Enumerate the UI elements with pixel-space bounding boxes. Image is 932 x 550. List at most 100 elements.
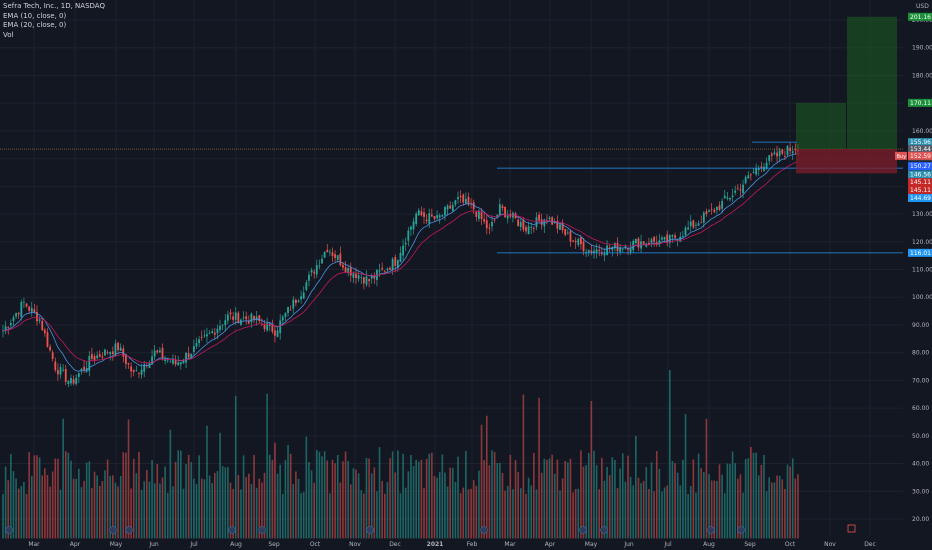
time-tick-label: Jun [148, 541, 159, 548]
candle-body [449, 205, 452, 209]
volume-bar [412, 466, 415, 539]
candle-body [697, 223, 700, 226]
volume-bar [159, 483, 161, 539]
volume-layer [2, 370, 799, 539]
candle-body [561, 222, 564, 231]
candle-body [702, 212, 705, 223]
volume-bar [169, 429, 172, 539]
candle-body [603, 253, 606, 256]
volume-bar [282, 493, 284, 539]
volume-bar [428, 453, 431, 539]
volume-bar [106, 459, 109, 539]
volume-bar [109, 476, 112, 539]
candle-body [234, 312, 237, 320]
volume-bar [174, 461, 177, 539]
candle-body [62, 369, 65, 371]
volume-bar [789, 466, 791, 539]
time-tick-label: Oct [785, 541, 796, 548]
volume-bar [705, 418, 708, 539]
volume-bar [258, 478, 261, 539]
candle-body [72, 379, 75, 384]
volume-bar [533, 452, 535, 539]
candle-body [106, 352, 109, 354]
earnings-marker-icon [258, 526, 266, 534]
volume-bar [49, 486, 51, 539]
price-tick-label: 30.00 [912, 488, 929, 495]
ema20-line [2, 161, 799, 364]
candle-body [51, 352, 54, 359]
candle-body [569, 231, 572, 242]
volume-bar [480, 424, 483, 539]
volume-bar [10, 454, 12, 539]
volume-bar [336, 455, 339, 539]
candle-body [559, 224, 561, 230]
volume-bar [190, 462, 193, 539]
volume-bar [658, 468, 661, 539]
candle-body [271, 323, 274, 332]
candle-body [190, 353, 193, 359]
candle-body [229, 312, 232, 315]
candle-body [726, 197, 729, 199]
legend-symbol[interactable]: Sefra Tech, Inc., 1D, NASDAQ [3, 2, 105, 10]
candle-body [253, 315, 255, 320]
candle-body [352, 273, 355, 278]
volume-bar [344, 451, 347, 539]
candle-body [710, 209, 713, 210]
volume-bar [7, 480, 10, 539]
earnings-marker-icon [480, 526, 488, 534]
volume-bar [138, 451, 140, 539]
volume-bar [553, 473, 556, 539]
volume-bar [655, 451, 658, 539]
volume-bar [449, 467, 451, 539]
volume-bar [438, 471, 441, 539]
candle-body [75, 377, 78, 384]
volume-bar [78, 468, 80, 539]
price-tick-label: 130.00 [912, 211, 932, 218]
volume-bar [755, 452, 757, 539]
price-tick-label: 80.00 [912, 350, 929, 357]
volume-bar [483, 460, 485, 539]
volume-bar [177, 450, 180, 539]
volume-bar [151, 460, 153, 539]
legend-ema20[interactable]: EMA (20, close, 0) [3, 21, 67, 29]
legend-ema10[interactable]: EMA (10, close, 0) [3, 11, 67, 20]
candle-body [232, 316, 235, 320]
volume-bar [98, 485, 101, 539]
earnings-marker-icon [707, 526, 715, 534]
time-tick-label: May [110, 541, 123, 548]
candle-body [274, 330, 276, 336]
candle-body [530, 227, 533, 228]
volume-bar [472, 480, 475, 539]
candle-body [373, 275, 376, 279]
time-tick-label: Sep [744, 541, 756, 548]
candle-body [41, 320, 44, 331]
price-tick-label: 50.00 [912, 433, 929, 440]
candle-body [36, 311, 38, 322]
volume-bar [62, 418, 64, 539]
candle-body [661, 237, 663, 240]
candle-body [313, 271, 316, 274]
volume-bar [585, 465, 587, 539]
candle-body [109, 352, 112, 355]
volume-bar [300, 493, 302, 539]
candle-body [38, 319, 41, 321]
legend-vol[interactable]: Vol [3, 30, 14, 39]
volume-bar [185, 464, 187, 539]
candle-body [572, 240, 574, 242]
candle-body [668, 235, 671, 243]
volume-bar [347, 461, 349, 539]
volume-bar [410, 455, 412, 539]
candle-body [7, 327, 10, 328]
candle-body [219, 325, 221, 331]
volume-bar [274, 442, 276, 539]
volume-bar [383, 493, 386, 539]
buy-badge-label: Buy [897, 154, 907, 160]
volume-bar [514, 459, 517, 539]
candle-body [258, 315, 261, 322]
volume-bar [378, 447, 381, 539]
volume-bar [248, 473, 250, 539]
price-label-value: 155.96 [910, 139, 931, 146]
volume-bar [59, 489, 62, 539]
candle-body [580, 237, 582, 245]
